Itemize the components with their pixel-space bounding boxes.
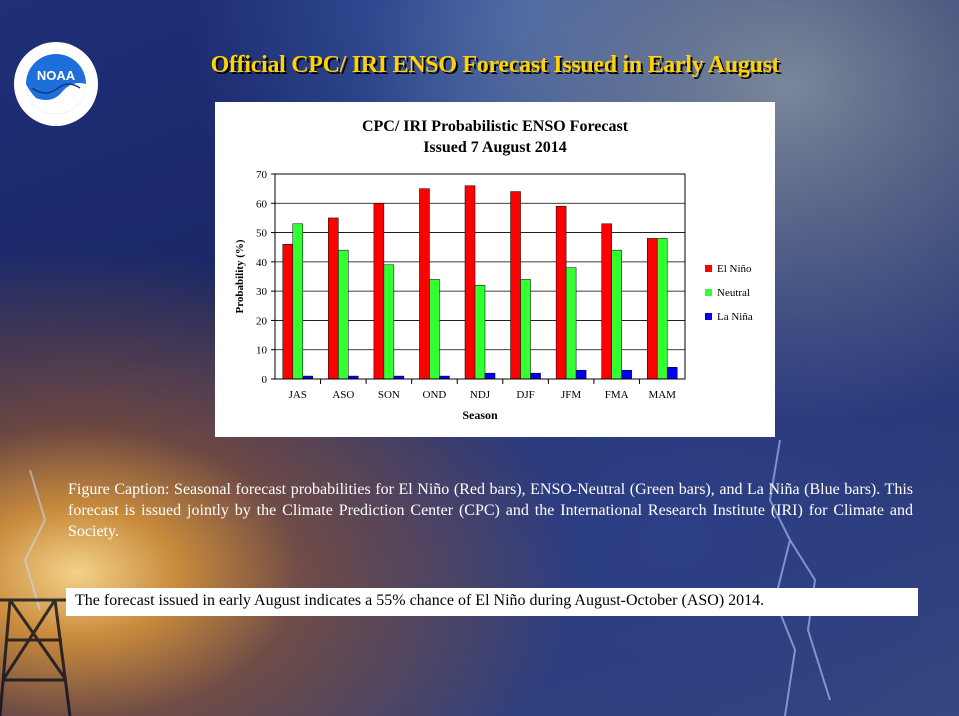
y-axis-label: Probability (%) [234,239,246,313]
chart-subtitle: Issued 7 August 2014 [423,139,567,156]
bar-aso-1 [338,249,349,380]
y-tick-label: 0 [262,374,268,386]
slide-title: Official CPC/ IRI ENSO Forecast Issued i… [210,52,780,78]
bar-aso-0 [328,217,339,380]
enso-bar-chart: CPC/ IRI Probabilistic ENSO Forecast Iss… [234,118,753,422]
bar-jas-1 [292,223,304,380]
y-axis-ticks: 0 10 20 30 40 50 60 70 [256,169,275,386]
x-tick-label: SON [378,389,400,401]
y-tick-label: 70 [256,169,268,181]
bar-fma-1 [611,249,622,380]
bar-ond-0 [419,188,430,380]
legend-label: La Niña [717,311,753,323]
bar-ndj-0 [464,185,476,380]
bar-fma-2 [621,369,632,380]
summary-text: The forecast issued in early August indi… [75,592,765,609]
x-tick-label: MAM [648,389,676,401]
legend-label: El Niño [717,263,752,275]
noaa-seal-icon: NOAA [14,42,98,126]
bar-son-0 [373,203,385,380]
y-tick-label: 40 [256,257,268,269]
x-tick-label: OND [423,389,447,401]
x-tick-label: JAS [289,389,307,401]
bar-mam-2 [666,367,678,380]
logo-text: NOAA [37,68,76,83]
y-tick-label: 30 [256,286,268,298]
x-tick-label: DJF [516,389,534,401]
summary-box: The forecast issued in early August indi… [66,588,918,616]
legend-swatch [705,265,712,272]
bar-djf-1 [520,279,531,380]
bar-djf-2 [530,372,541,380]
bar-ndj-2 [484,372,496,380]
y-tick-label: 20 [256,315,268,327]
bar-djf-0 [510,191,521,380]
bar-jfm-0 [555,205,567,380]
x-axis-label: Season [462,408,498,422]
bar-ndj-1 [474,285,486,380]
bars [282,185,678,380]
figure-caption: Figure Caption: Seasonal forecast probab… [68,481,913,540]
y-tick-label: 60 [256,198,268,210]
bar-jfm-2 [575,369,587,380]
bar-mam-0 [646,238,658,380]
x-tick-label: FMA [605,389,629,401]
y-tick-label: 50 [256,228,268,240]
bar-mam-1 [656,238,668,380]
x-tick-label: NDJ [470,389,491,401]
bar-ond-1 [429,279,440,380]
legend-label: Neutral [717,287,750,299]
plot-frame [274,173,686,380]
legend: El Niño Neutral La Niña [705,263,753,323]
bar-fma-0 [601,223,612,380]
legend-swatch [705,313,712,320]
x-tick-label: JFM [561,389,581,401]
legend-swatch [705,289,712,296]
bar-jfm-1 [565,267,577,380]
y-tick-label: 10 [256,345,268,357]
bar-jas-0 [282,244,294,380]
x-tick-label: ASO [332,389,354,401]
bar-son-1 [383,264,395,380]
x-axis-ticks: JAS ASO SON OND NDJ DJF JFM FMA MAM [289,379,676,401]
tower-decoration [0,598,72,716]
chart-panel: CPC/ IRI Probabilistic ENSO Forecast Iss… [215,102,775,437]
noaa-logo: NOAA [12,40,100,128]
chart-title: CPC/ IRI Probabilistic ENSO Forecast [362,118,629,135]
